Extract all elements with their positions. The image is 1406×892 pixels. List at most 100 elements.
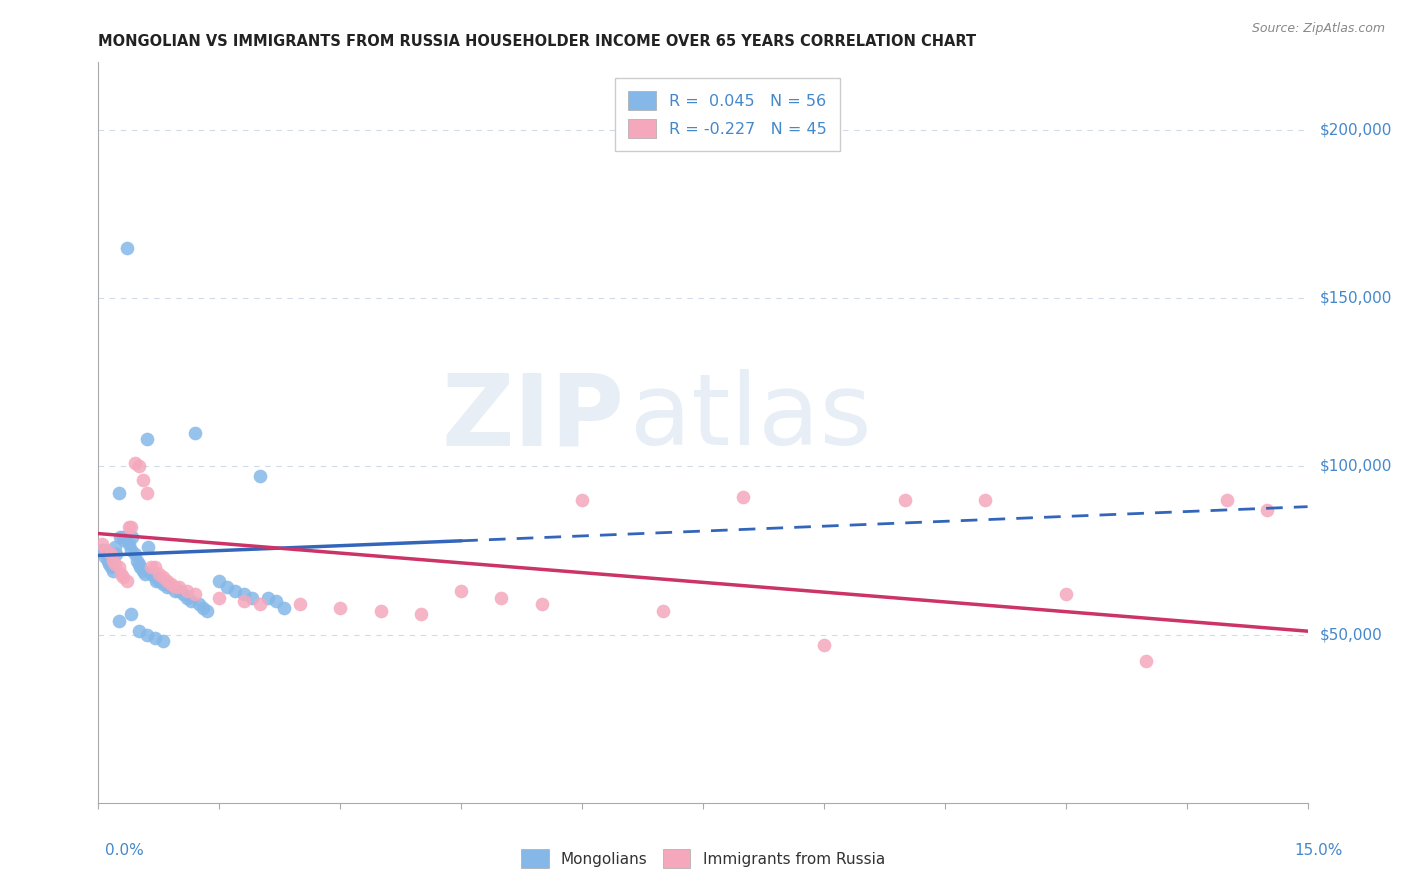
- Point: [111, 530, 134, 544]
- Legend: Mongolians, Immigrants from Russia: Mongolians, Immigrants from Russia: [513, 841, 893, 875]
- Point: [180, 594, 202, 608]
- Point: [256, 591, 278, 605]
- Point: [148, 574, 170, 588]
- Point: [152, 577, 174, 591]
- Point: [108, 530, 131, 544]
- Point: [217, 581, 239, 595]
- Point: [1216, 492, 1239, 507]
- Point: [145, 574, 167, 588]
- Point: [148, 566, 170, 581]
- Point: [101, 564, 124, 578]
- Point: [103, 540, 125, 554]
- Point: [121, 530, 143, 544]
- Point: [120, 543, 142, 558]
- Point: [651, 604, 673, 618]
- Point: [273, 600, 295, 615]
- Point: [160, 581, 183, 595]
- Text: atlas: atlas: [630, 369, 872, 467]
- Point: [91, 543, 114, 558]
- Point: [1054, 587, 1077, 601]
- Point: [160, 577, 183, 591]
- Point: [138, 540, 160, 554]
- Point: [120, 520, 142, 534]
- Point: [167, 581, 190, 595]
- Point: [491, 591, 513, 605]
- Point: [188, 597, 211, 611]
- Point: [450, 583, 472, 598]
- Point: [224, 583, 246, 598]
- Point: [111, 570, 134, 584]
- Point: [128, 557, 150, 571]
- Point: [115, 240, 138, 255]
- Point: [128, 459, 150, 474]
- Point: [134, 566, 156, 581]
- Point: [733, 490, 755, 504]
- Point: [156, 574, 179, 588]
- Point: [974, 492, 997, 507]
- Point: [172, 587, 194, 601]
- Point: [167, 583, 190, 598]
- Point: [176, 583, 198, 598]
- Point: [288, 597, 311, 611]
- Point: [97, 557, 120, 571]
- Point: [139, 566, 162, 581]
- Point: [132, 473, 155, 487]
- Point: [135, 486, 157, 500]
- Point: [163, 583, 186, 598]
- Point: [163, 581, 186, 595]
- Point: [370, 604, 392, 618]
- Point: [94, 550, 117, 565]
- Point: [103, 557, 125, 571]
- Point: [156, 581, 179, 595]
- Point: [100, 547, 122, 561]
- Point: [1256, 503, 1278, 517]
- Point: [135, 433, 157, 447]
- Text: $50,000: $50,000: [1320, 627, 1382, 642]
- Point: [128, 624, 150, 639]
- Point: [240, 591, 263, 605]
- Text: MONGOLIAN VS IMMIGRANTS FROM RUSSIA HOUSEHOLDER INCOME OVER 65 YEARS CORRELATION: MONGOLIAN VS IMMIGRANTS FROM RUSSIA HOUS…: [98, 34, 977, 49]
- Text: 0.0%: 0.0%: [105, 843, 145, 858]
- Point: [193, 600, 215, 615]
- Text: 15.0%: 15.0%: [1295, 843, 1343, 858]
- Point: [184, 587, 207, 601]
- Point: [139, 560, 162, 574]
- Point: [96, 543, 118, 558]
- Point: [100, 560, 122, 574]
- Point: [110, 566, 132, 581]
- Point: [893, 492, 915, 507]
- Point: [91, 536, 114, 550]
- Point: [135, 627, 157, 641]
- Point: [124, 456, 146, 470]
- Point: [571, 492, 593, 507]
- Point: [1135, 655, 1157, 669]
- Point: [105, 547, 128, 561]
- Point: [107, 560, 129, 574]
- Point: [176, 591, 198, 605]
- Point: [232, 594, 254, 608]
- Point: [132, 564, 155, 578]
- Point: [232, 587, 254, 601]
- Point: [124, 547, 146, 561]
- Point: [249, 597, 271, 611]
- Text: ZIP: ZIP: [441, 369, 624, 467]
- Point: [195, 604, 218, 618]
- Point: [530, 597, 553, 611]
- Point: [97, 553, 120, 567]
- Point: [129, 560, 152, 574]
- Text: Source: ZipAtlas.com: Source: ZipAtlas.com: [1251, 22, 1385, 36]
- Point: [118, 536, 141, 550]
- Point: [143, 570, 166, 584]
- Text: $100,000: $100,000: [1320, 458, 1392, 474]
- Text: $150,000: $150,000: [1320, 291, 1392, 305]
- Point: [107, 614, 129, 628]
- Point: [184, 425, 207, 440]
- Point: [118, 520, 141, 534]
- Point: [208, 591, 231, 605]
- Point: [249, 469, 271, 483]
- Point: [208, 574, 231, 588]
- Text: $200,000: $200,000: [1320, 122, 1392, 137]
- Point: [143, 560, 166, 574]
- Point: [409, 607, 432, 622]
- Legend: R =  0.045   N = 56, R = -0.227   N = 45: R = 0.045 N = 56, R = -0.227 N = 45: [614, 78, 839, 151]
